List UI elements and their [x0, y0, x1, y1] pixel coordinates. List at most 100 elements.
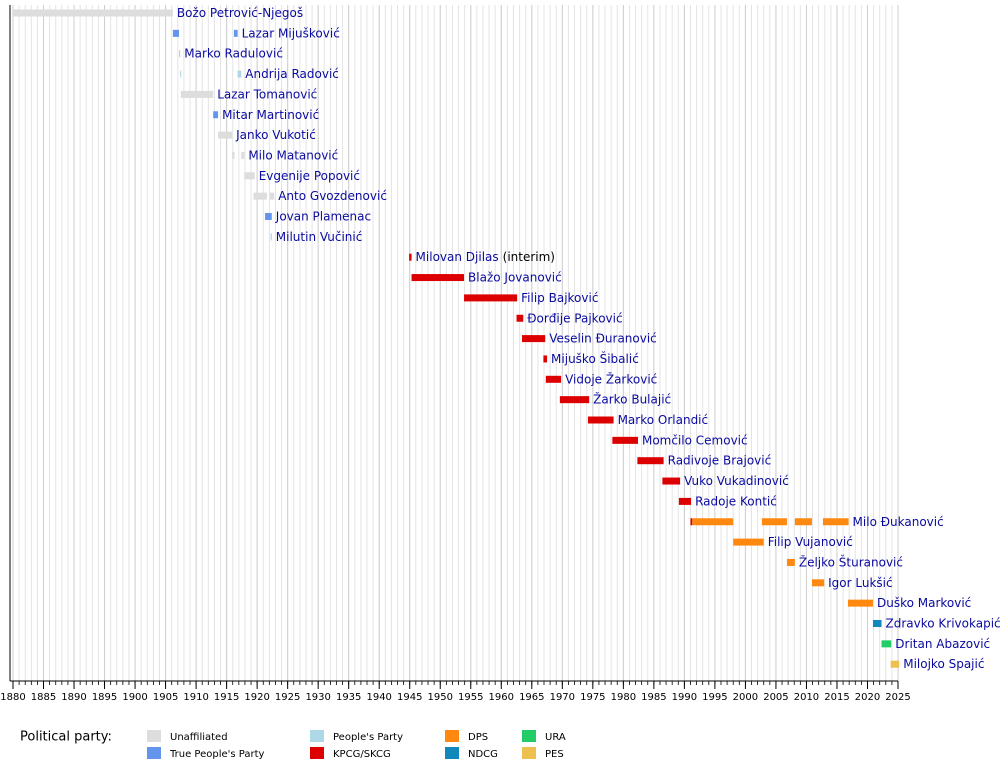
- pm-label: Božo Petrović-Njegoš: [177, 6, 303, 20]
- term-bar: [872, 620, 882, 627]
- term-bar: [179, 50, 181, 58]
- pm-name: Milojko Spajić: [903, 657, 984, 671]
- x-tick-label: 1995: [702, 692, 727, 703]
- x-tick-label: 1895: [92, 692, 117, 703]
- legend-label: PES: [545, 749, 564, 760]
- legend-label: KPCG/SKCG: [333, 749, 391, 760]
- pm-label: Vuko Vukadinović: [684, 474, 789, 488]
- pm-label: Igor Lukšić: [828, 575, 892, 589]
- pm-name: Evgenije Popović: [259, 168, 360, 182]
- pm-label: Milo Matanović: [248, 148, 338, 162]
- x-tick-label: 1960: [489, 692, 514, 703]
- x-tick-label: 1885: [31, 692, 56, 703]
- x-tick-label: 2015: [824, 692, 849, 703]
- term-bar: [890, 660, 900, 668]
- term-bar: [213, 111, 219, 119]
- legend-swatch: [147, 747, 161, 759]
- x-tick-label: 1965: [519, 692, 544, 703]
- term-bar: [233, 29, 238, 37]
- pm-name: Momčilo Cemović: [642, 433, 748, 447]
- legend-swatch: [445, 730, 459, 742]
- x-tick-label: 1890: [61, 692, 86, 703]
- pm-name: Marko Orlandić: [618, 413, 709, 427]
- term-bar: [847, 599, 873, 607]
- pm-label: Željko Šturanović: [799, 554, 903, 569]
- term-bar: [678, 497, 692, 505]
- pm-name: Žarko Bulajić: [593, 391, 671, 406]
- pm-label: Mitar Martinović: [222, 107, 319, 121]
- legend-swatch: [147, 730, 161, 742]
- pm-name: Milutin Vučinić: [276, 229, 363, 243]
- term-bar: [545, 375, 562, 383]
- x-tick-label: 2000: [733, 692, 758, 703]
- pm-name: Mijuško Šibalić: [551, 350, 639, 365]
- pm-name: Milovan Djilas: [416, 250, 499, 264]
- pm-name: Lazar Tomanović: [217, 87, 317, 101]
- pm-name: Dritan Abazović: [895, 636, 990, 650]
- x-tick-label: 1910: [183, 692, 208, 703]
- x-tick-label: 1970: [550, 692, 575, 703]
- pm-label: Marko Orlandić: [618, 413, 709, 427]
- pm-label: Filip Bajković: [521, 290, 598, 304]
- x-tick-label: 1985: [641, 692, 666, 703]
- pm-name: Filip Vujanović: [768, 535, 853, 549]
- term-bar: [637, 457, 664, 465]
- x-tick-label: 1955: [458, 692, 483, 703]
- legend-label: Unaffiliated: [170, 732, 228, 743]
- pm-label: Momčilo Cemović: [642, 433, 748, 447]
- term-bar: [409, 253, 412, 261]
- pm-label: Zdravko Krivokapić: [886, 616, 1000, 630]
- pm-name: Andrija Radović: [245, 67, 339, 81]
- pm-label: Mijuško Šibalić: [551, 350, 639, 365]
- x-tick-label: 1975: [580, 692, 605, 703]
- pm-name: Jovan Plamenac: [275, 209, 371, 223]
- pm-note: (interim): [503, 250, 555, 264]
- term-bar: [464, 294, 518, 302]
- pm-label: Anto Gvozdenović: [278, 189, 387, 203]
- pm-label: Žarko Bulajić: [593, 391, 671, 406]
- x-tick-label: 1950: [428, 692, 453, 703]
- pm-name: Anto Gvozdenović: [278, 189, 387, 203]
- legend-label: URA: [545, 732, 566, 743]
- term-bar: [270, 233, 272, 241]
- pm-name: Janko Vukotić: [235, 128, 316, 142]
- x-tick-label: 1925: [275, 692, 300, 703]
- pm-name: Zdravko Krivokapić: [886, 616, 1000, 630]
- pm-name: Đorđije Pajković: [527, 311, 622, 325]
- legend-swatch: [445, 747, 459, 759]
- pm-name: Filip Bajković: [521, 290, 598, 304]
- term-bar: [822, 518, 849, 526]
- term-bar: [237, 70, 242, 78]
- term-bar: [253, 192, 267, 200]
- pm-name: Vidoje Žarković: [565, 371, 657, 386]
- x-tick-label: 2020: [855, 692, 880, 703]
- legend-title: Political party:: [20, 730, 112, 745]
- x-tick-label: 1945: [397, 692, 422, 703]
- x-tick-label: 1880: [0, 692, 25, 703]
- pm-label: Radoje Kontić: [695, 494, 777, 508]
- legend-swatch: [310, 730, 324, 742]
- term-bar: [587, 416, 614, 424]
- term-bar: [13, 9, 173, 17]
- pm-name: Milo Matanović: [248, 148, 338, 162]
- pm-name: Marko Radulović: [184, 46, 283, 60]
- legend-swatch: [522, 730, 536, 742]
- pm-name: Željko Šturanović: [799, 554, 903, 569]
- term-bar: [543, 355, 548, 363]
- x-tick-label: 1930: [305, 692, 330, 703]
- pm-label: Đorđije Pajković: [527, 311, 622, 325]
- term-bar: [612, 436, 638, 444]
- legend-swatch: [310, 747, 324, 759]
- term-bar: [881, 640, 892, 648]
- pm-name: Radivoje Brajović: [668, 453, 772, 467]
- pm-name: Milo Đukanović: [853, 514, 944, 528]
- term-bar: [180, 70, 182, 78]
- x-tick-label: 2025: [885, 692, 910, 703]
- x-tick-label: 1935: [336, 692, 361, 703]
- pm-label: Lazar Tomanović: [217, 87, 317, 101]
- x-tick-label: 1905: [153, 692, 178, 703]
- term-bar: [516, 314, 524, 322]
- term-bar: [241, 151, 245, 159]
- term-bar: [786, 558, 795, 566]
